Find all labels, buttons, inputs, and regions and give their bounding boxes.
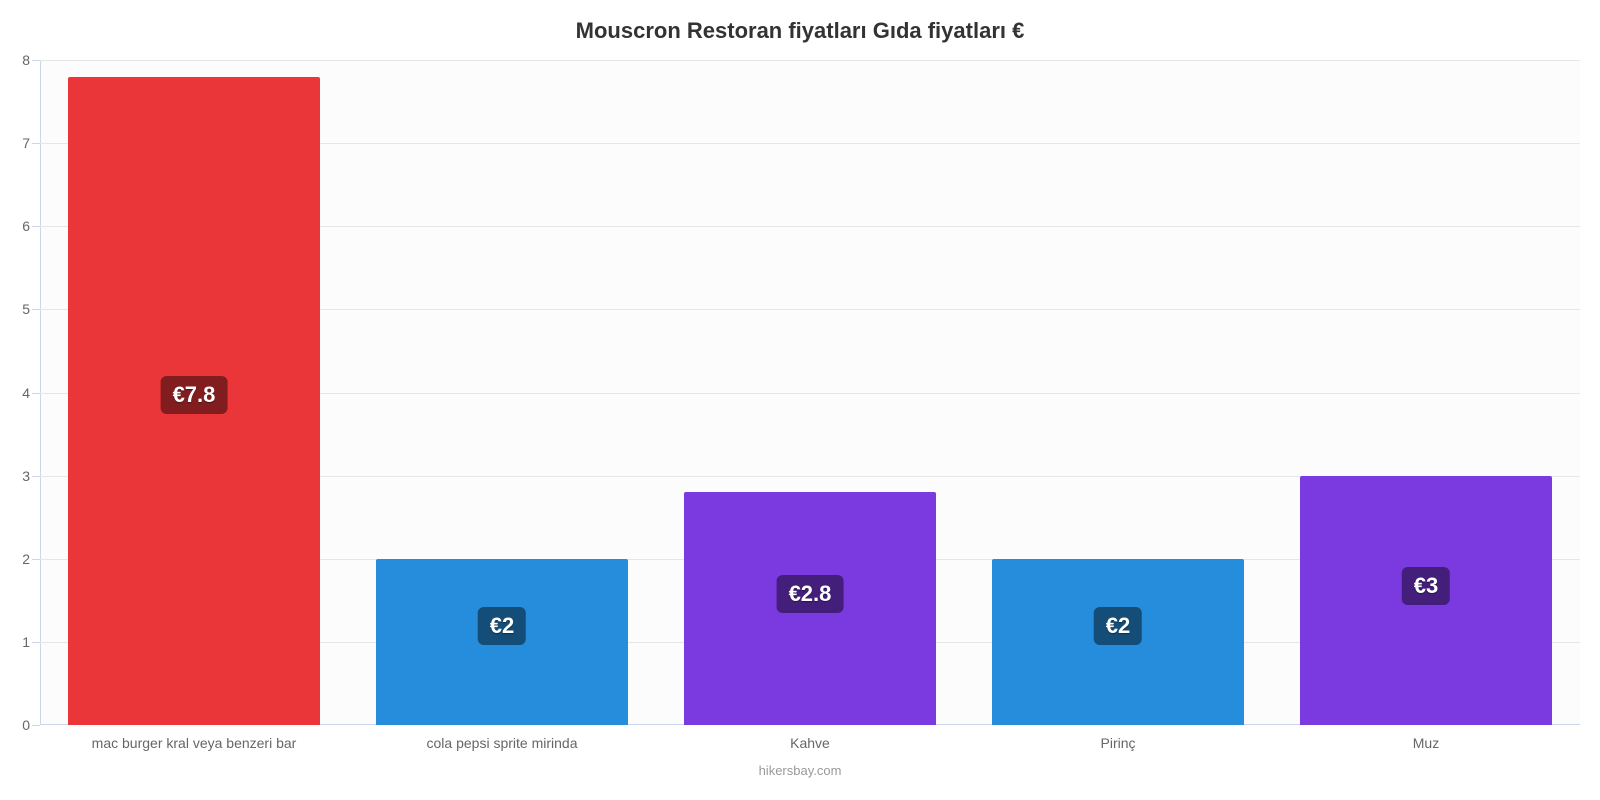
bar-value-label: €2.8 xyxy=(777,575,844,613)
bar-slot: €2.8Kahve xyxy=(656,60,964,725)
price-bar-chart: Mouscron Restoran fiyatları Gıda fiyatla… xyxy=(0,0,1600,800)
y-tick-label: 4 xyxy=(22,385,40,401)
x-tick-label: Pirinç xyxy=(1100,725,1135,751)
bar: €7.8 xyxy=(68,77,321,725)
y-tick-label: 3 xyxy=(22,468,40,484)
bar-slot: €2cola pepsi sprite mirinda xyxy=(348,60,656,725)
bar: €3 xyxy=(1300,476,1553,725)
bar-slot: €2Pirinç xyxy=(964,60,1272,725)
y-tick-label: 1 xyxy=(22,634,40,650)
bar-value-label: €3 xyxy=(1402,567,1450,605)
y-tick-label: 5 xyxy=(22,301,40,317)
x-tick-label: mac burger kral veya benzeri bar xyxy=(92,725,297,751)
bar-value-label: €2 xyxy=(1094,607,1142,645)
x-tick-label: Muz xyxy=(1413,725,1439,751)
bar-slot: €3Muz xyxy=(1272,60,1580,725)
bar: €2.8 xyxy=(684,492,937,725)
bar: €2 xyxy=(376,559,629,725)
credits-label: hikersbay.com xyxy=(0,763,1600,778)
x-tick-label: Kahve xyxy=(790,725,830,751)
y-tick-label: 2 xyxy=(22,551,40,567)
y-tick-label: 7 xyxy=(22,135,40,151)
bar-slot: €7.8mac burger kral veya benzeri bar xyxy=(40,60,348,725)
bar-value-label: €2 xyxy=(478,607,526,645)
y-tick-label: 0 xyxy=(22,717,40,733)
bar-value-label: €7.8 xyxy=(161,376,228,414)
y-tick-label: 8 xyxy=(22,52,40,68)
bar: €2 xyxy=(992,559,1245,725)
y-tick-label: 6 xyxy=(22,218,40,234)
x-tick-label: cola pepsi sprite mirinda xyxy=(427,725,578,751)
chart-title: Mouscron Restoran fiyatları Gıda fiyatla… xyxy=(0,18,1600,44)
plot-area: 012345678€7.8mac burger kral veya benzer… xyxy=(40,60,1580,725)
